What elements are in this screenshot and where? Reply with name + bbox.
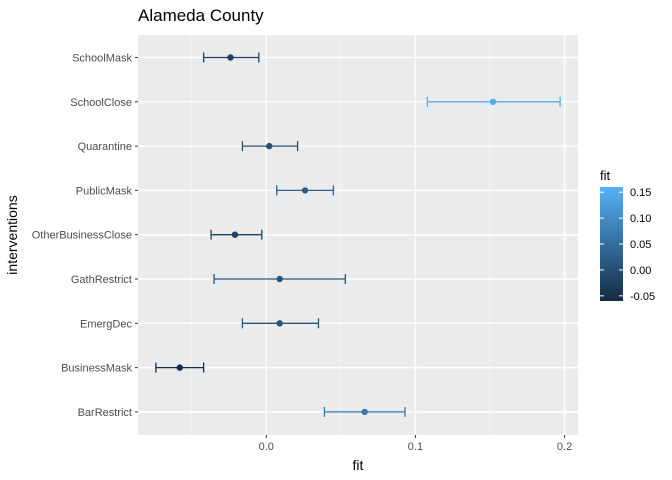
y-tick-label: SchoolMask <box>72 53 132 65</box>
x-axis: 0.0 0.1 0.2 <box>259 435 572 453</box>
fit-point <box>266 142 273 150</box>
fit-point <box>227 54 234 61</box>
fit-point <box>231 231 239 238</box>
legend-tick-label: 0.10 <box>630 213 651 225</box>
y-tick-label: PublicMask <box>76 185 133 197</box>
fit-point <box>276 320 283 327</box>
y-tick-label: OtherBusinessClose <box>32 230 132 242</box>
legend: fit 0.15 0.10 0.05 0.00 -0.05 <box>600 168 655 303</box>
x-tick-label: 0.1 <box>408 441 423 453</box>
error-bars <box>155 52 561 417</box>
fit-point <box>489 98 497 106</box>
legend-tick-label: 0.15 <box>630 187 651 199</box>
chart-title: Alameda County <box>138 6 264 25</box>
x-tick-label: 0.2 <box>557 441 572 453</box>
x-axis-label: fit <box>353 457 364 473</box>
y-tick-label: Quarantine <box>78 141 132 153</box>
fit-point <box>301 187 309 194</box>
x-tick-label: 0.0 <box>259 441 274 453</box>
fit-point <box>361 408 368 416</box>
y-tick-label: BarRestrict <box>78 407 132 419</box>
fit-point <box>176 364 183 371</box>
fit-point <box>276 275 283 283</box>
legend-tick-label: -0.05 <box>630 291 655 303</box>
legend-ticks: 0.15 0.10 0.05 0.00 -0.05 <box>600 187 655 303</box>
y-axis-label: interventions <box>4 195 20 274</box>
y-tick-label: BusinessMask <box>61 363 132 375</box>
legend-title: fit <box>600 168 611 183</box>
legend-tick-label: 0.00 <box>630 265 651 277</box>
y-tick-label: SchoolClose <box>70 97 132 109</box>
legend-tick-label: 0.05 <box>630 239 651 251</box>
legend-colorbar <box>600 187 623 301</box>
y-tick-label: GathRestrict <box>71 274 132 286</box>
y-tick-label: EmergDec <box>80 318 132 330</box>
y-axis: SchoolMask SchoolClose Quarantine PublicMas… <box>32 53 138 419</box>
